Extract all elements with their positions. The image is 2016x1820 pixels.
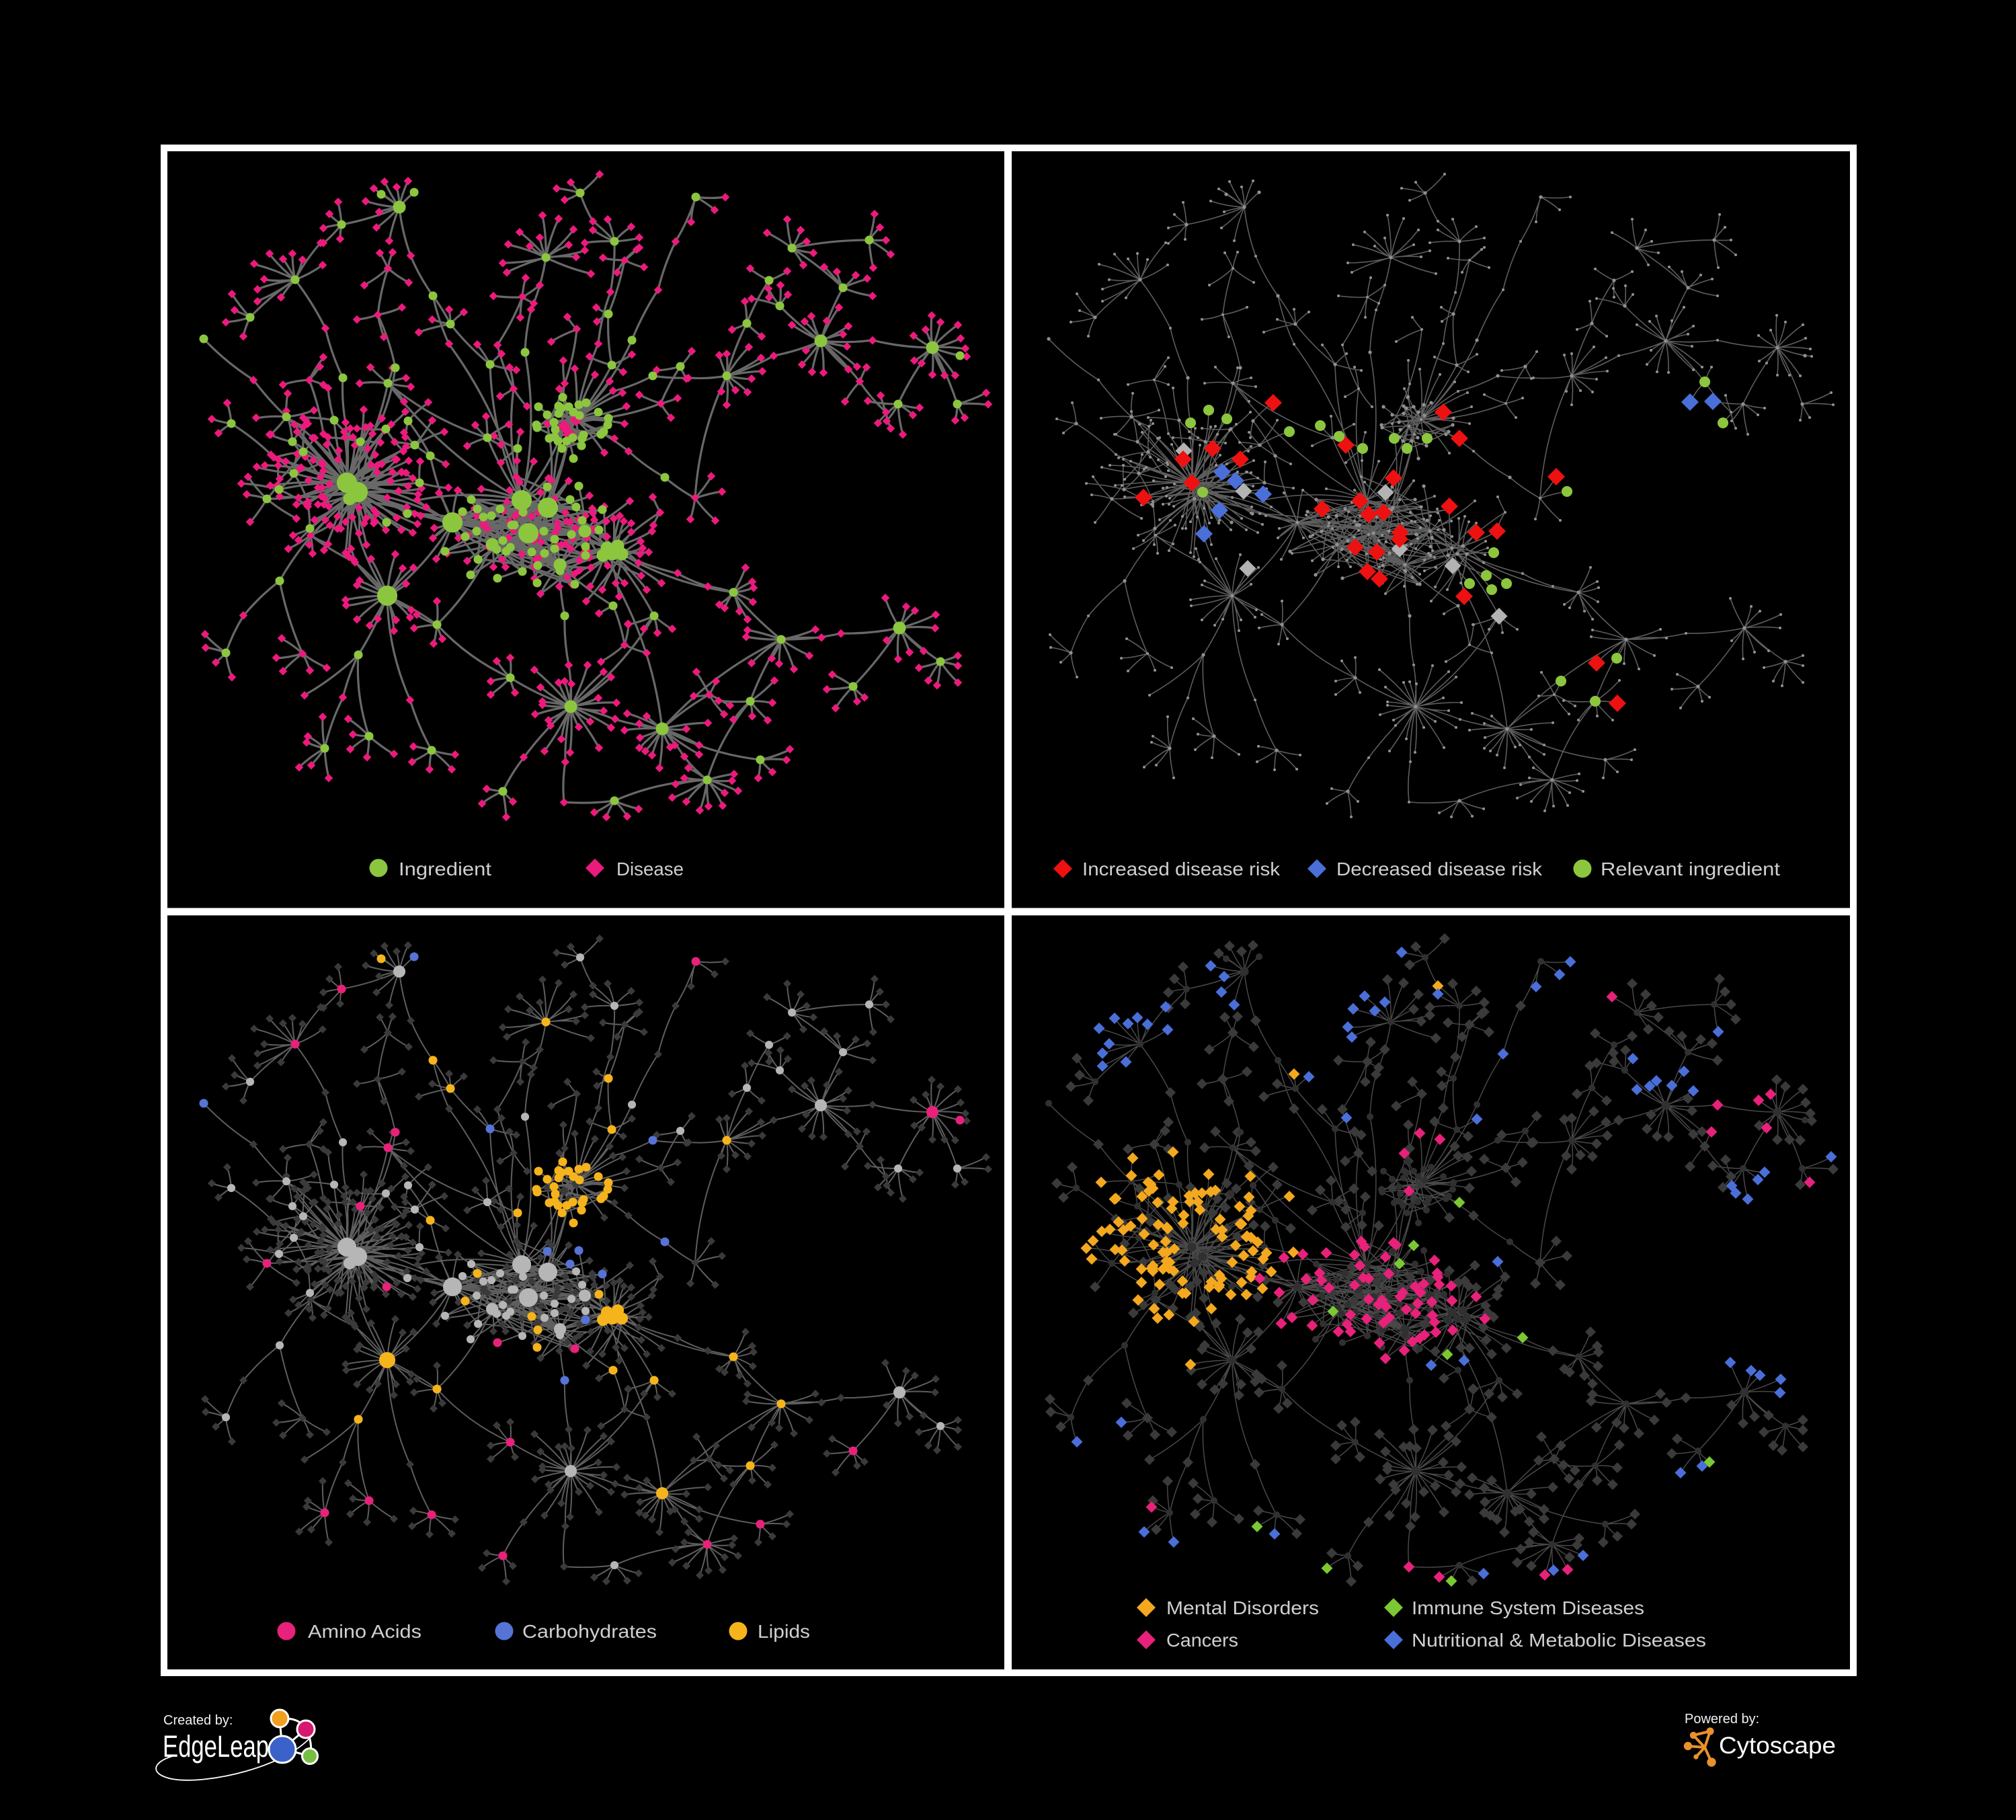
svg-text:Ingredient: Ingredient (399, 859, 491, 879)
svg-text:Created by:: Created by: (163, 1713, 233, 1728)
svg-text:Mental Disorders: Mental Disorders (1166, 1597, 1319, 1618)
svg-text:Carbohydrates: Carbohydrates (522, 1621, 657, 1642)
svg-text:Amino Acids: Amino Acids (308, 1621, 421, 1642)
svg-text:Increased disease risk: Increased disease risk (1082, 859, 1281, 879)
svg-text:Disease: Disease (616, 859, 684, 879)
svg-text:Nutritional & Metabolic Diseas: Nutritional & Metabolic Diseases (1412, 1630, 1706, 1651)
svg-text:Immune System Diseases: Immune System Diseases (1412, 1597, 1644, 1618)
svg-text:Decreased disease risk: Decreased disease risk (1336, 859, 1543, 879)
svg-text:Powered by:: Powered by: (1685, 1712, 1759, 1727)
svg-text:Lipids: Lipids (758, 1621, 810, 1642)
svg-text:Relevant ingredient: Relevant ingredient (1601, 859, 1780, 879)
svg-text:Cytoscape: Cytoscape (1719, 1733, 1836, 1759)
svg-text:EdgeLeap: EdgeLeap (163, 1729, 269, 1764)
svg-text:Cancers: Cancers (1166, 1630, 1238, 1651)
